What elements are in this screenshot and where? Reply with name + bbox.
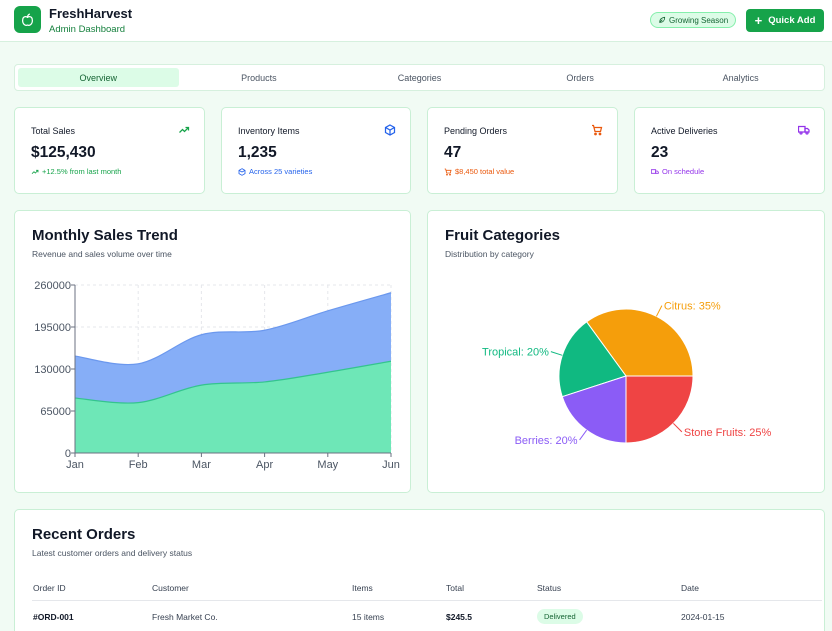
x-tick-label: Feb <box>129 459 148 471</box>
fruit-categories-panel: Fruit Categories Distribution by categor… <box>427 210 825 493</box>
col-header-date: Date <box>681 583 699 593</box>
area-series-0 <box>75 361 391 453</box>
panel-subtitle: Revenue and sales volume over time <box>32 249 172 259</box>
header-divider <box>32 600 822 601</box>
customer-cell: Fresh Market Co. <box>152 612 218 622</box>
cart-icon <box>592 124 603 136</box>
total-cell: $245.5 <box>446 612 472 622</box>
x-tick-label: Jun <box>382 459 400 471</box>
x-tick-label: Apr <box>256 459 273 471</box>
sales-trend-panel: Monthly Sales Trend Revenue and sales vo… <box>14 210 411 493</box>
stat-subtext-label: +12.5% from last month <box>42 167 122 176</box>
stat-label: Total Sales <box>31 126 76 136</box>
panel-title: Fruit Categories <box>445 227 561 244</box>
area-series-line-1 <box>74 292 392 366</box>
stat-label: Inventory Items <box>238 126 300 136</box>
y-tick-label: 0 <box>65 448 71 460</box>
pie-label-leader <box>655 305 663 317</box>
items-cell: 15 items <box>352 612 385 622</box>
trending-up-icon <box>31 169 39 174</box>
y-tick-label: 65000 <box>40 406 71 418</box>
pie-label-leader <box>579 429 588 441</box>
date-cell: 2024-01-15 <box>681 612 725 622</box>
stat-card-pending-orders: Pending Orders 47 $8,450 total value <box>427 107 618 194</box>
col-header-order-id: Order ID <box>33 583 66 593</box>
package-icon <box>384 124 396 136</box>
stat-subtext: Across 25 varieties <box>238 167 312 176</box>
truck-icon <box>651 168 659 174</box>
col-header-status: Status <box>537 583 562 593</box>
x-tick-label: Jan <box>66 459 84 471</box>
pie-slice-2[interactable] <box>561 375 627 444</box>
stat-subtext: $8,450 total value <box>444 167 514 176</box>
stat-subtext: +12.5% from last month <box>31 167 121 176</box>
stat-subtext-label: Across 25 varieties <box>249 167 313 176</box>
app-subtitle: Admin Dashboard <box>49 24 126 35</box>
leaf-icon <box>659 16 666 23</box>
pie-slice-1[interactable] <box>558 321 627 398</box>
col-header-items: Items <box>352 583 373 593</box>
status-badge: Delivered <box>537 609 583 624</box>
pie-slice-label: Stone Fruits: 25% <box>684 427 772 439</box>
col-header-customer: Customer <box>152 583 189 593</box>
stat-value: $125,430 <box>31 144 96 161</box>
app-title: FreshHarvest <box>49 6 133 21</box>
y-tick-label: 260000 <box>34 280 71 292</box>
tab-overview[interactable]: Overview <box>18 68 179 87</box>
top-header: FreshHarvest Admin Dashboard Growing Sea… <box>0 0 832 42</box>
stat-card-total-sales: Total Sales $125,430 +12.5% from last mo… <box>14 107 205 194</box>
stat-value: 23 <box>651 144 669 161</box>
stat-label: Active Deliveries <box>651 126 718 136</box>
tab-categories[interactable]: Categories <box>397 72 442 83</box>
sales-area-chart: 0 65000 130000 195000 260000 Jan Feb Mar Apr May J… <box>34 280 400 471</box>
tab-orders[interactable]: Orders <box>566 72 594 83</box>
season-badge-label: Growing Season <box>669 15 729 25</box>
pie-label-leader <box>673 423 683 433</box>
truck-icon <box>798 125 810 135</box>
panel-title: Monthly Sales Trend <box>32 227 178 244</box>
cart-icon <box>444 168 452 176</box>
main-tabs: Overview Products Categories Orders Anal… <box>14 64 825 91</box>
stat-label: Pending Orders <box>444 126 508 136</box>
stat-subtext-label: On schedule <box>662 167 705 176</box>
panel-subtitle: Latest customer orders and delivery stat… <box>32 548 193 558</box>
pie-slice-label: Citrus: 35% <box>664 301 721 313</box>
plus-icon: + <box>754 13 763 28</box>
stat-subtext-label: $8,450 total value <box>455 167 515 176</box>
x-tick-label: May <box>317 459 338 471</box>
pie-slice-label: Tropical: 20% <box>482 347 549 359</box>
x-tick-label: Mar <box>192 459 211 471</box>
stat-value: 47 <box>444 144 462 161</box>
apple-logo-icon <box>14 6 41 33</box>
quick-add-button[interactable]: + Quick Add <box>746 9 824 32</box>
quick-add-label: Quick Add <box>768 15 816 26</box>
y-tick-label: 195000 <box>34 322 71 334</box>
area-series-line-0 <box>74 360 392 404</box>
recent-orders-panel: Recent Orders Latest customer orders and… <box>14 509 825 631</box>
trending-up-icon <box>179 126 190 133</box>
stat-value: 1,235 <box>238 144 277 161</box>
pie-label-leader <box>550 351 563 356</box>
stat-subtext: On schedule <box>651 167 704 176</box>
panel-title: Recent Orders <box>32 526 136 543</box>
tab-products[interactable]: Products <box>241 72 277 83</box>
stat-card-inventory: Inventory Items 1,235 Across 25 varietie… <box>221 107 411 194</box>
order-id-cell[interactable]: #ORD-001 <box>33 612 74 622</box>
stat-card-active-deliveries: Active Deliveries 23 On schedule <box>634 107 825 194</box>
tab-analytics[interactable]: Analytics <box>722 72 759 83</box>
y-tick-label: 130000 <box>34 364 71 376</box>
season-badge: Growing Season <box>650 12 737 28</box>
panel-subtitle: Distribution by category <box>445 249 534 259</box>
pie-slice-label: Berries: 20% <box>515 435 578 447</box>
fruit-pie-chart: Citrus: 35% Tropical: 20% Berries: 20% Ston… <box>482 301 772 447</box>
col-header-total: Total <box>446 583 464 593</box>
package-icon <box>238 167 246 176</box>
